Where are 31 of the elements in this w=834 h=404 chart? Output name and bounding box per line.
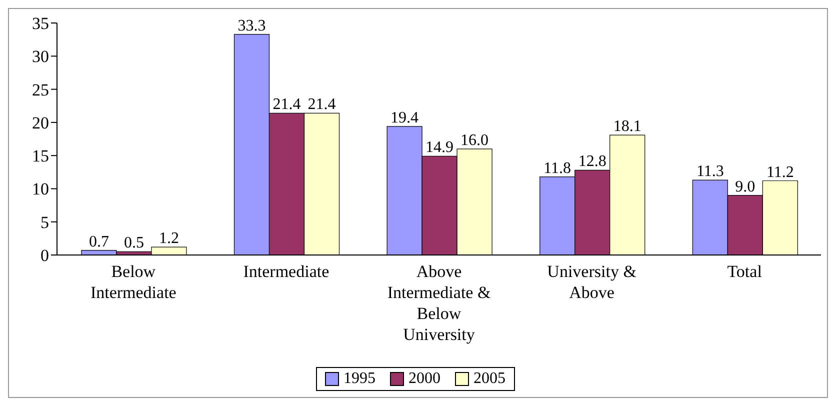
legend-label: 2000 (408, 370, 440, 388)
y-tick-label: 20 (32, 113, 49, 132)
data-label: 21.4 (272, 96, 301, 114)
x-tick-label: Total (727, 262, 762, 281)
y-tick-label: 0 (40, 246, 49, 266)
data-label: 14.9 (426, 139, 454, 156)
y-tick-label: 10 (32, 180, 49, 199)
legend-label: 1995 (342, 370, 376, 388)
x-tick-label: Intermediate (243, 262, 330, 281)
data-label: 11.2 (766, 164, 794, 181)
data-label: 11.3 (696, 163, 724, 180)
data-label: 16.0 (460, 132, 489, 149)
x-tick-label: Below Intermediate (90, 262, 176, 302)
y-tick-label: 5 (40, 212, 49, 232)
y-tick-label: 15 (32, 146, 49, 166)
y-tick-label: 25 (32, 80, 49, 100)
data-label: 21.4 (308, 96, 336, 114)
data-label: 1.2 (158, 230, 179, 248)
data-label: 18.1 (613, 118, 642, 136)
y-tick-label: 35 (32, 14, 49, 34)
data-label: 12.8 (578, 153, 606, 170)
x-tick-label: Above Intermediate & Below University (387, 262, 491, 344)
data-label: 0.5 (124, 234, 144, 252)
data-label: 11.8 (544, 160, 572, 177)
data-label: 33.3 (238, 17, 266, 34)
data-label: 19.4 (390, 109, 419, 126)
data-label: 9.0 (735, 178, 756, 196)
data-label: 0.7 (88, 233, 109, 250)
legend-label: 2005 (472, 370, 506, 388)
y-tick-label: 30 (32, 47, 49, 66)
x-tick-label: University & Above (547, 262, 636, 302)
